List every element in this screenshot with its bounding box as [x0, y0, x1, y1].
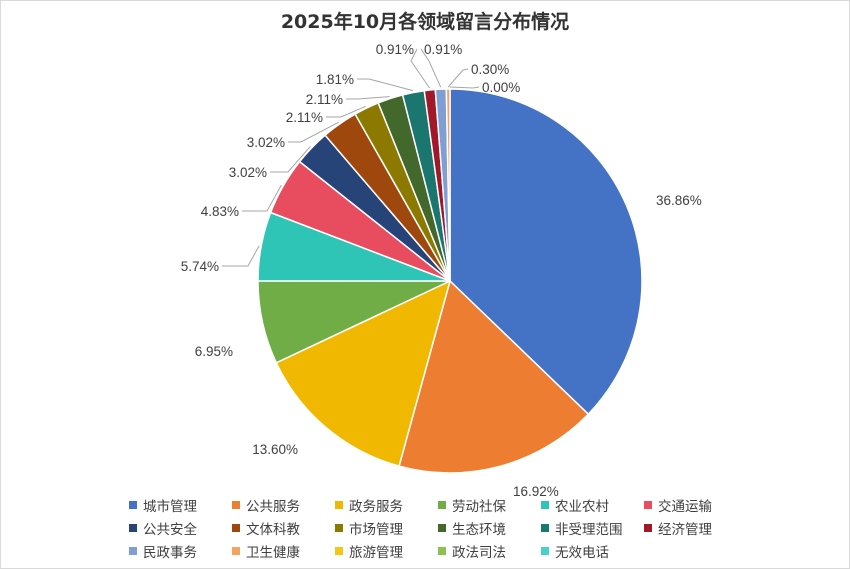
legend-swatch	[644, 501, 652, 509]
leader-line-slice-7	[288, 121, 339, 143]
legend-item-12: 民政事务	[129, 542, 232, 561]
legend-swatch	[232, 501, 240, 509]
legend-label: 生态环境	[452, 522, 506, 538]
leader-line-slice-14	[449, 86, 480, 89]
leader-line-slice-12	[420, 48, 442, 88]
legend-item-11: 经济管理	[644, 519, 747, 538]
leader-line-slice-9	[346, 96, 390, 100]
legend-item-13: 卫生健康	[232, 542, 335, 561]
legend-item-4: 农业农村	[541, 496, 644, 515]
data-label-slice-7: 3.02%	[247, 135, 285, 150]
data-label-slice-1: 16.92%	[513, 484, 559, 499]
data-label-slice-4: 5.74%	[181, 259, 219, 274]
legend-swatch	[335, 524, 343, 532]
legend-item-0: 城市管理	[129, 496, 232, 515]
legend-swatch	[644, 524, 652, 532]
legend-swatch	[232, 524, 240, 532]
legend-swatch	[438, 547, 446, 555]
legend-swatch	[541, 547, 549, 555]
legend-item-3: 劳动社保	[438, 496, 541, 515]
legend-swatch	[129, 524, 137, 532]
data-label-slice-12: 0.91%	[424, 42, 462, 57]
legend-label: 旅游管理	[349, 545, 403, 561]
data-label-slice-10: 1.81%	[316, 72, 354, 87]
data-label-slice-5: 4.83%	[201, 204, 239, 219]
pie-slice-1	[398, 279, 590, 474]
chart-title: 2025年10月各领域留言分布情况	[280, 11, 570, 33]
legend-label: 无效电话	[555, 545, 609, 561]
legend-swatch	[129, 501, 137, 509]
legend-label: 民政事务	[143, 545, 197, 561]
legend-label: 卫生健康	[246, 545, 300, 561]
data-label-slice-13: 0.30%	[471, 62, 509, 77]
legend-item-8: 市场管理	[335, 519, 438, 538]
legend-label: 市场管理	[349, 522, 403, 538]
leader-line-slice-13	[447, 68, 469, 88]
legend-swatch	[438, 524, 446, 532]
legend-item-16: 无效电话	[541, 542, 644, 561]
legend-item-15: 政法司法	[438, 542, 541, 561]
legend-swatch	[129, 547, 137, 555]
legend-label: 公共安全	[143, 522, 197, 538]
leader-line-slice-5	[242, 184, 282, 212]
legend-label: 劳动社保	[452, 499, 506, 515]
leader-line-slice-4	[222, 245, 260, 267]
legend-item-7: 文体科教	[232, 519, 335, 538]
data-label-slice-8: 2.11%	[286, 110, 323, 125]
legend-item-10: 非受理范围	[541, 519, 644, 538]
legend-item-2: 政务服务	[335, 496, 438, 515]
legend-label: 政法司法	[452, 545, 506, 561]
legend-label: 交通运输	[658, 499, 712, 515]
data-label-slice-9: 2.11%	[306, 92, 343, 107]
chart-legend: 城市管理 公共服务 政务服务 劳动社保 农业农村 交通运输公共安全 文体科教 市场管理 生态环境…	[129, 496, 829, 561]
legend-swatch	[335, 501, 343, 509]
legend-label: 非受理范围	[555, 522, 623, 538]
data-label-slice-0: 36.86%	[656, 193, 702, 208]
legend-item-5: 交通运输	[644, 496, 747, 515]
legend-label: 经济管理	[658, 522, 712, 538]
legend-swatch	[335, 547, 343, 555]
leader-line-slice-8	[326, 105, 366, 118]
legend-swatch	[232, 547, 240, 555]
pie-slice-2	[275, 279, 452, 468]
legend-swatch	[438, 501, 446, 509]
legend-item-9: 生态环境	[438, 519, 541, 538]
legend-label: 政务服务	[349, 499, 403, 515]
data-label-slice-2: 13.60%	[252, 442, 298, 457]
data-label-slice-6: 3.02%	[229, 165, 267, 180]
legend-item-14: 旅游管理	[335, 542, 438, 561]
data-label-slice-11: 0.91%	[376, 42, 414, 57]
data-label-slice-3: 6.95%	[195, 344, 233, 359]
leader-line-slice-6	[270, 146, 311, 173]
pie-slice-0	[449, 88, 643, 416]
leader-line-slice-10	[357, 78, 414, 92]
pie-slice-13	[445, 88, 451, 282]
legend-item-1: 公共服务	[232, 496, 335, 515]
legend-item-6: 公共安全	[129, 519, 232, 538]
legend-swatch	[541, 501, 549, 509]
legend-label: 文体科教	[246, 522, 300, 538]
data-label-slice-14: 0.00%	[482, 80, 520, 95]
legend-label: 农业农村	[555, 499, 609, 515]
legend-swatch	[541, 524, 549, 532]
legend-label: 城市管理	[143, 499, 197, 515]
leader-line-slice-11	[410, 48, 431, 89]
legend-label: 公共服务	[246, 499, 300, 515]
